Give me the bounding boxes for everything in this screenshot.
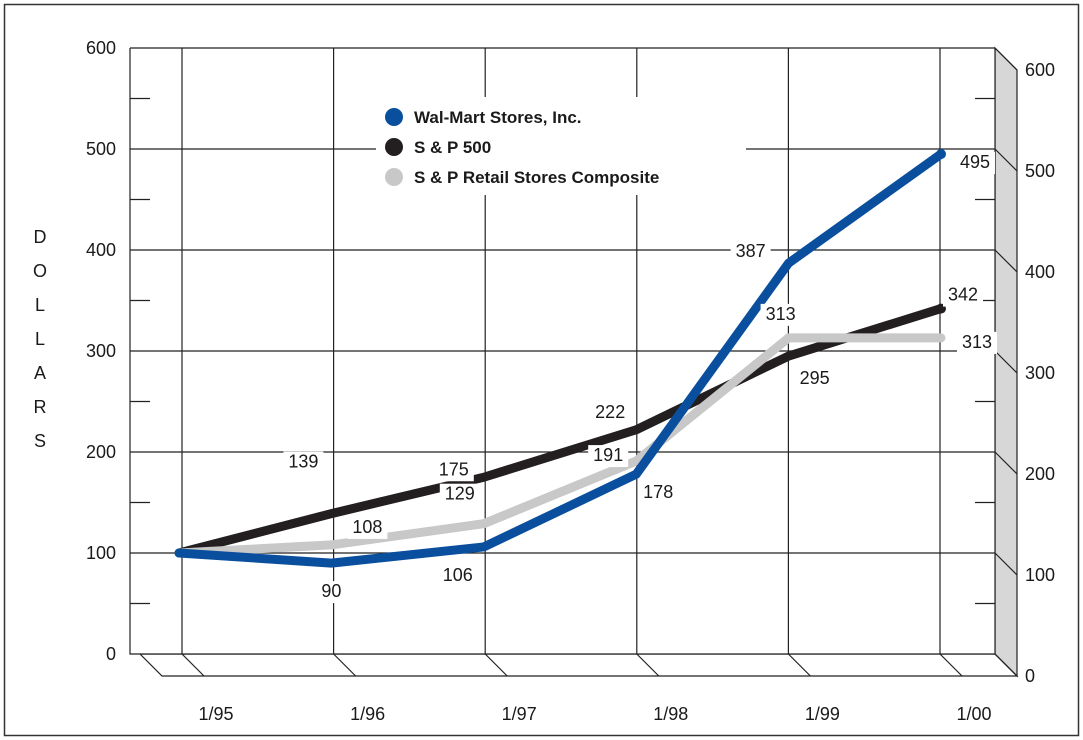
- right-diagonal-tick: [994, 148, 1018, 172]
- data-label: 106: [443, 565, 473, 585]
- floor-diagonal: [787, 653, 811, 677]
- data-label-bg: [943, 284, 983, 307]
- y-tick-label-left: 400: [86, 240, 116, 260]
- legend-swatch-icon: [385, 168, 403, 186]
- series-line-1: [174, 304, 946, 558]
- data-label: 129: [445, 484, 475, 504]
- x-tick-label: 1/96: [350, 704, 385, 724]
- data-label-bg: [588, 445, 629, 468]
- data-label: 90: [321, 581, 341, 601]
- data-label-bg: [590, 401, 631, 424]
- data-label: 313: [766, 304, 796, 324]
- data-label: 222: [595, 402, 625, 422]
- legend-swatch-icon: [385, 138, 403, 156]
- y-tick-label-left: 0: [106, 644, 116, 664]
- x-tick-label: 1/97: [502, 704, 537, 724]
- series-layer: [174, 149, 946, 568]
- series-line-0: [174, 149, 946, 568]
- x-tick-label: 1/00: [956, 704, 991, 724]
- data-label: 387: [736, 241, 766, 261]
- legend-entry: S & P Retail Stores Composite: [414, 168, 659, 187]
- x-tick-label: 1/98: [653, 704, 688, 724]
- series-line-2: [174, 333, 946, 558]
- right-diagonal-tick: [994, 552, 1018, 576]
- y-tick-label-right: 500: [1025, 161, 1055, 181]
- data-label: 175: [439, 459, 469, 479]
- series-end-marker-0: [936, 149, 946, 160]
- floor-plane: [138, 653, 1019, 677]
- data-label-bg: [433, 459, 474, 482]
- x-tick-label: 1/95: [198, 704, 233, 724]
- y-tick-label-left: 100: [86, 543, 116, 563]
- y-tick-label-right: 300: [1025, 363, 1055, 383]
- data-label-bg: [760, 303, 801, 326]
- legend: Wal-Mart Stores, Inc. S & P 500 S & P Reta…: [376, 97, 746, 195]
- data-label: 191: [593, 445, 623, 465]
- outer-border: [3, 3, 1080, 737]
- data-label-bg: [347, 516, 388, 539]
- data-label-bg: [955, 152, 995, 175]
- y-tick-label-right: 100: [1025, 565, 1055, 585]
- floor-diagonal: [181, 653, 205, 677]
- x-tick-label: 1/99: [805, 704, 840, 724]
- y-tick-label-left: 200: [86, 442, 116, 462]
- data-label: 139: [288, 452, 318, 472]
- data-label-bg: [439, 483, 480, 506]
- y-tick-label-left: 300: [86, 341, 116, 361]
- data-label-bg: [957, 331, 997, 354]
- right-diagonal-tick: [994, 653, 1018, 677]
- data-labels: 90 106 178 387 495 139 175 222 295 342 108 129 191 31…: [283, 152, 997, 604]
- y-tick-label-right: 200: [1025, 464, 1055, 484]
- data-label: 342: [948, 285, 978, 305]
- data-label-bg: [311, 581, 352, 604]
- data-label-bg: [730, 241, 771, 264]
- right-diagonal-tick: [994, 47, 1018, 71]
- y-tick-label-right: 400: [1025, 262, 1055, 282]
- floor-diagonal: [333, 653, 357, 677]
- data-label-bg: [283, 451, 324, 474]
- data-label: 313: [962, 332, 992, 352]
- data-label-bg: [638, 482, 679, 505]
- data-label-bg: [437, 564, 478, 587]
- y-tick-label-right: 0: [1025, 666, 1035, 686]
- legend-background: [376, 97, 746, 195]
- legend-swatch-icon: [385, 108, 403, 126]
- data-label: 178: [643, 482, 673, 502]
- axes: 0 0 100 100 200 200 300 300 400 400 500 500 600 600 1/…: [33, 38, 1055, 724]
- y-tick-label-right: 600: [1025, 60, 1055, 80]
- right-wall: [994, 46, 1018, 678]
- floor-diagonal: [636, 653, 660, 677]
- data-label: 295: [800, 368, 830, 388]
- legend-entry: Wal-Mart Stores, Inc.: [414, 108, 582, 127]
- data-label: 108: [352, 517, 382, 537]
- floor-diagonal: [484, 653, 508, 677]
- data-label: 495: [960, 152, 990, 172]
- right-diagonal-tick: [994, 249, 1018, 273]
- right-diagonal-tick: [994, 350, 1018, 374]
- y-tick-label-left: 500: [86, 139, 116, 159]
- y-tick-label-left: 600: [86, 38, 116, 58]
- legend-entry: S & P 500: [414, 138, 491, 157]
- right-diagonal-tick: [994, 451, 1018, 475]
- floor-diagonal: [939, 653, 963, 677]
- chart-floor: [138, 653, 1019, 677]
- data-label-bg: [794, 368, 835, 391]
